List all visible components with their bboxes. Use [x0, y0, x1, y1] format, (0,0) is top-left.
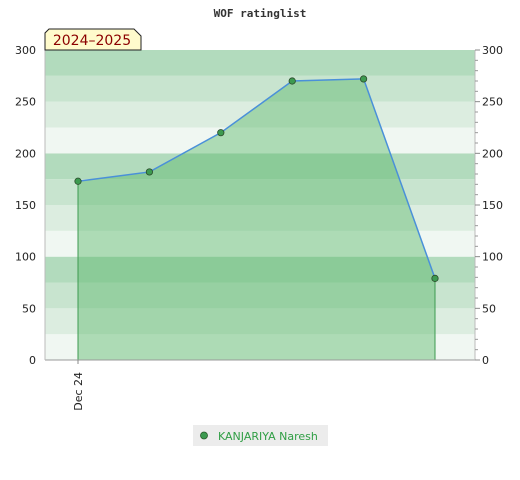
background-band: [45, 205, 475, 231]
area-layer: [77, 78, 436, 360]
left-y-ticks: 0 50 100 150 200 250 300: [15, 44, 36, 367]
y-tick-label-right: 300: [482, 44, 503, 57]
y-tick-label-right: 200: [482, 147, 503, 160]
y-tick-label-left: 300: [15, 44, 36, 57]
y-tick-label-right: 100: [482, 251, 503, 264]
y-tick-label-right: 150: [482, 199, 503, 212]
line-layer: [77, 78, 436, 279]
data-point: [431, 274, 439, 282]
right-minor-ticks: [475, 59, 478, 351]
background-band: [45, 256, 475, 283]
legend-label: KANJARIYA Naresh: [218, 430, 318, 443]
background-band: [45, 50, 475, 76]
legend-box: [193, 425, 328, 446]
background-band: [45, 334, 475, 360]
data-point: [217, 129, 225, 137]
background-band: [45, 101, 475, 128]
right-y-ticks: 0 50 100 150 200 250 300: [475, 44, 503, 367]
y-tick-label-left: 50: [22, 302, 36, 315]
season-label: 2024–2025: [53, 33, 131, 49]
season-label-box: 2024–2025: [44, 28, 142, 51]
point-layer: [74, 75, 439, 282]
y-tick-label-left: 100: [15, 251, 36, 264]
data-point: [145, 168, 153, 176]
data-point: [74, 177, 82, 185]
y-tick-label-left: 0: [29, 354, 36, 367]
background-band: [45, 153, 475, 180]
data-point: [359, 75, 368, 83]
y-tick-label-left: 150: [15, 199, 36, 212]
background-band: [45, 308, 475, 335]
background-band: [45, 127, 475, 154]
background-bands: [45, 50, 475, 360]
data-point: [288, 77, 296, 85]
background-band: [45, 230, 475, 257]
background-band: [45, 282, 475, 309]
background-band: [45, 75, 475, 102]
series-area: [78, 78, 435, 360]
legend-marker: [200, 431, 208, 440]
series-line: [77, 78, 436, 279]
legend: KANJARIYA Naresh: [193, 425, 328, 446]
y-tick-label-left: 250: [15, 96, 36, 109]
y-tick-label-right: 250: [482, 96, 503, 109]
chart-title: WOF ratinglist: [214, 7, 307, 20]
x-ticks: Dec 24: [72, 360, 85, 411]
y-tick-label-right: 0: [482, 354, 489, 367]
y-tick-label-right: 50: [482, 302, 496, 315]
y-tick-label-left: 200: [15, 147, 36, 160]
x-tick-label: Dec 24: [72, 372, 85, 411]
